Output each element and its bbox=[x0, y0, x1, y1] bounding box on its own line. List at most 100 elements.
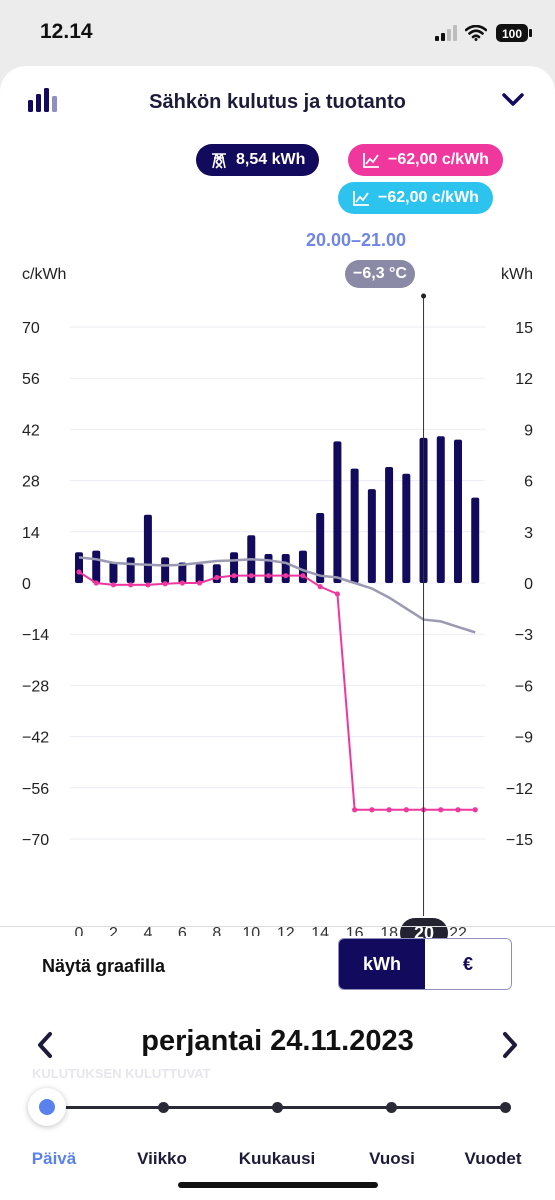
y-axis-right-label: kWh bbox=[501, 266, 533, 283]
spot-price-point bbox=[76, 569, 82, 575]
spot-price-point bbox=[369, 807, 375, 813]
x-tick-label: 10 bbox=[242, 925, 260, 936]
spot-price-point bbox=[214, 574, 220, 581]
period-day[interactable]: Päivä bbox=[31, 1149, 77, 1168]
x-tick-label: 0 bbox=[75, 925, 84, 936]
period-dot-years[interactable] bbox=[500, 1102, 511, 1113]
x-tick-label: 4 bbox=[143, 925, 152, 936]
spot-price-point bbox=[317, 584, 323, 590]
period-dot-week[interactable] bbox=[158, 1102, 169, 1113]
status-time: 12.14 bbox=[40, 20, 93, 43]
temperature-line bbox=[78, 556, 476, 634]
background-heading: KULUTUKSEN KULUTTUVAT bbox=[32, 1066, 211, 1081]
y-right-tick-label: −12 bbox=[506, 781, 533, 798]
toggle-euro[interactable]: € bbox=[425, 939, 511, 989]
spot-price-point bbox=[283, 573, 289, 579]
price-value-cyan: −62,00 c/kWh bbox=[378, 189, 479, 206]
spot-price-point bbox=[455, 807, 461, 813]
consumption-bar bbox=[230, 552, 239, 583]
consumption-bar bbox=[75, 552, 83, 583]
consumption-chart[interactable]: 70 15 56 12 42 9 28 6 14 3 0 0 −14 −3 −28 −6 −42 −9 −56 −12… bbox=[0, 216, 555, 948]
y-left-tick-label: −56 bbox=[22, 781, 49, 798]
wifi-icon bbox=[465, 25, 487, 41]
consumption-sheet: Sähkön kulutus ja tuotanto 8,54 kWh −62,… bbox=[0, 66, 555, 1200]
y-axis-left-label: c/kWh bbox=[22, 266, 67, 283]
y-left-tick-label: −42 bbox=[22, 730, 49, 747]
spot-price-point bbox=[196, 580, 203, 586]
date-navigation: perjantai 24.11.2023 bbox=[0, 1021, 555, 1071]
y-left-tick-label: 28 bbox=[22, 474, 40, 491]
spot-price-point bbox=[265, 573, 272, 579]
spot-price-point bbox=[93, 580, 99, 586]
selected-hour-range: 20.00–21.00 bbox=[305, 230, 407, 250]
consumption-bar bbox=[161, 557, 170, 583]
y-right-tick-label: 15 bbox=[515, 320, 533, 337]
spot-price-point bbox=[352, 807, 358, 813]
spot-price-point bbox=[300, 573, 306, 579]
consumption-bar bbox=[436, 436, 445, 583]
spot-price-point bbox=[472, 807, 478, 813]
period-dot-month[interactable] bbox=[272, 1102, 283, 1113]
y-right-tick-label: −9 bbox=[515, 730, 533, 747]
selected-date: perjantai 24.11.2023 bbox=[141, 1025, 414, 1057]
consumption-bar bbox=[126, 557, 135, 583]
toggle-kwh[interactable]: kWh bbox=[339, 939, 425, 989]
x-tick-label: 2 bbox=[109, 925, 118, 936]
spot-price-point bbox=[110, 582, 117, 588]
bar-chart-icon[interactable] bbox=[28, 86, 58, 112]
x-tick-label: 12 bbox=[277, 925, 295, 936]
page-title: Sähkön kulutus ja tuotanto bbox=[149, 91, 406, 113]
consumption-bar bbox=[143, 514, 152, 583]
y-left-tick-label: 14 bbox=[22, 525, 40, 542]
consumption-bar bbox=[367, 489, 376, 583]
y-left-tick-label: 0 bbox=[22, 576, 31, 593]
home-indicator bbox=[178, 1182, 378, 1188]
status-bar: 12.14 100 bbox=[0, 0, 555, 66]
line-chart-icon bbox=[353, 191, 369, 206]
period-dot-year[interactable] bbox=[386, 1102, 397, 1113]
consumption-bar bbox=[195, 564, 204, 583]
previous-day-button[interactable] bbox=[32, 1027, 58, 1063]
next-day-button[interactable] bbox=[497, 1027, 523, 1063]
period-week[interactable]: Viikko bbox=[137, 1149, 187, 1168]
x-tick-label: 8 bbox=[212, 925, 221, 936]
period-year[interactable]: Vuosi bbox=[369, 1149, 415, 1168]
signal-icon bbox=[435, 25, 457, 41]
y-right-tick-label: 12 bbox=[515, 371, 533, 388]
consumption-bar bbox=[350, 468, 359, 583]
temperature-badge: −6,3 °C bbox=[345, 260, 415, 288]
spot-price-point bbox=[438, 807, 444, 813]
x-tick-label: 14 bbox=[311, 925, 329, 936]
x-tick-label: 22 bbox=[449, 925, 467, 936]
battery-icon: 100 bbox=[496, 24, 532, 42]
y-left-tick-label: −28 bbox=[22, 678, 49, 695]
spot-price-line bbox=[78, 571, 476, 811]
spot-price-point bbox=[386, 807, 392, 813]
y-left-tick-label: 56 bbox=[22, 371, 40, 388]
unit-toggle[interactable]: kWh € bbox=[338, 938, 512, 990]
y-left-tick-label: −70 bbox=[22, 832, 49, 849]
display-toggle-row: Näytä graafilla kWh € bbox=[0, 936, 555, 996]
period-month[interactable]: Kuukausi bbox=[238, 1149, 316, 1168]
y-left-tick-label: 42 bbox=[22, 422, 40, 439]
spot-price-point bbox=[128, 582, 134, 588]
chevron-right-icon bbox=[503, 1032, 517, 1058]
y-right-tick-label: −15 bbox=[506, 832, 533, 849]
spot-price-point bbox=[162, 581, 168, 587]
consumption-bar bbox=[92, 550, 101, 583]
period-years[interactable]: Vuodet bbox=[464, 1149, 522, 1168]
y-right-tick-label: 0 bbox=[524, 576, 533, 593]
period-slider-thumb[interactable] bbox=[28, 1088, 66, 1126]
spot-price-point bbox=[248, 573, 254, 579]
chevron-down-icon[interactable] bbox=[501, 92, 525, 108]
header: Sähkön kulutus ja tuotanto bbox=[0, 66, 555, 140]
spot-price-point bbox=[403, 807, 409, 813]
spot-price-point bbox=[334, 591, 341, 597]
consumption-bar bbox=[402, 473, 411, 583]
consumption-bar bbox=[316, 513, 325, 583]
consumption-bar bbox=[264, 553, 273, 583]
battery-level: 100 bbox=[502, 27, 522, 41]
x-tick-label: 18 bbox=[380, 925, 398, 936]
x-tick-label: 16 bbox=[346, 925, 364, 936]
